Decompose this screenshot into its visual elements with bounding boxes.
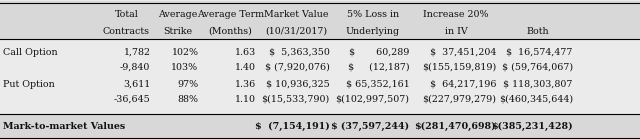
- Text: $ (59,764,067): $ (59,764,067): [502, 63, 573, 72]
- Text: $       60,289: $ 60,289: [349, 48, 410, 57]
- Text: 1.40: 1.40: [235, 63, 256, 72]
- Text: Mark-to-market Values: Mark-to-market Values: [3, 122, 125, 131]
- Text: $(227,979,279): $(227,979,279): [422, 95, 496, 104]
- Text: $ 65,352,161: $ 65,352,161: [346, 80, 410, 89]
- Text: Put Option: Put Option: [3, 80, 55, 89]
- Text: $(460,345,644): $(460,345,644): [499, 95, 573, 104]
- Text: $  5,363,350: $ 5,363,350: [269, 48, 330, 57]
- Text: Call Option: Call Option: [3, 48, 58, 57]
- Text: Total: Total: [115, 10, 138, 19]
- Text: (Months): (Months): [209, 27, 252, 36]
- Text: $ 118,303,807: $ 118,303,807: [504, 80, 573, 89]
- Text: $(385,231,428): $(385,231,428): [491, 122, 573, 131]
- Text: $     (12,187): $ (12,187): [348, 63, 410, 72]
- Text: 1,782: 1,782: [124, 48, 150, 57]
- Text: $(102,997,507): $(102,997,507): [335, 95, 410, 104]
- FancyBboxPatch shape: [0, 39, 640, 117]
- Text: $ 10,936,325: $ 10,936,325: [266, 80, 330, 89]
- Text: 102%: 102%: [172, 48, 198, 57]
- Text: 88%: 88%: [177, 95, 198, 104]
- Text: 3,611: 3,611: [123, 80, 150, 89]
- FancyBboxPatch shape: [0, 1, 640, 39]
- Text: Average: Average: [158, 10, 197, 19]
- Text: $(281,470,698): $(281,470,698): [414, 122, 496, 131]
- Text: -36,645: -36,645: [114, 95, 150, 104]
- Text: Average Term: Average Term: [197, 10, 264, 19]
- Text: 103%: 103%: [172, 63, 198, 72]
- Text: 1.10: 1.10: [235, 95, 256, 104]
- Text: $  37,451,204: $ 37,451,204: [429, 48, 496, 57]
- Text: Market Value: Market Value: [264, 10, 328, 19]
- Text: $  (7,154,191): $ (7,154,191): [255, 122, 330, 131]
- Text: Increase 20%: Increase 20%: [423, 10, 489, 19]
- Text: Both: Both: [526, 27, 549, 36]
- Text: 1.36: 1.36: [235, 80, 256, 89]
- Text: $(155,159,819): $(155,159,819): [422, 63, 496, 72]
- Text: Underlying: Underlying: [346, 27, 400, 36]
- Text: $ (7,920,076): $ (7,920,076): [265, 63, 330, 72]
- Text: $ (37,597,244): $ (37,597,244): [332, 122, 410, 131]
- Text: 97%: 97%: [177, 80, 198, 89]
- Text: Strike: Strike: [163, 27, 192, 36]
- Text: in IV: in IV: [445, 27, 467, 36]
- Text: 1.63: 1.63: [235, 48, 256, 57]
- Text: Contracts: Contracts: [103, 27, 150, 36]
- FancyBboxPatch shape: [0, 114, 640, 139]
- Text: 5% Loss in: 5% Loss in: [347, 10, 399, 19]
- Text: -9,840: -9,840: [120, 63, 150, 72]
- Text: $  64,217,196: $ 64,217,196: [429, 80, 496, 89]
- Text: $(15,533,790): $(15,533,790): [261, 95, 330, 104]
- Text: (10/31/2017): (10/31/2017): [265, 27, 327, 36]
- Text: $  16,574,477: $ 16,574,477: [506, 48, 573, 57]
